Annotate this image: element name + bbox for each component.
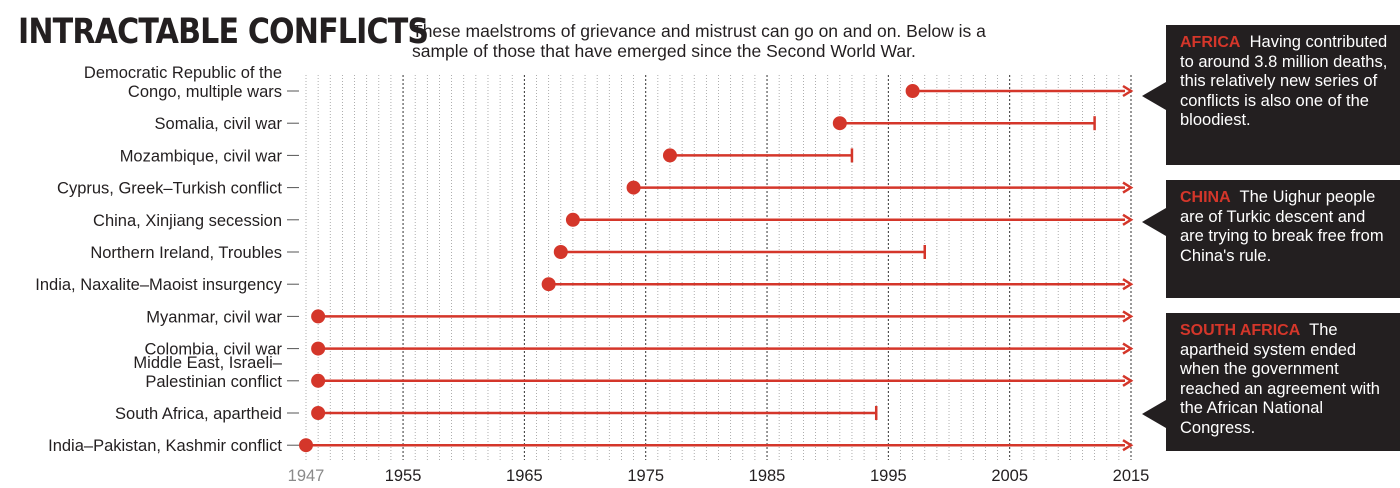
callout-south-africa-text: The apartheid system ended when the gove… — [1180, 321, 1380, 437]
x-tick-label: 1955 — [385, 467, 422, 485]
callout-africa-pointer — [1142, 82, 1166, 110]
callout-china: CHINA The Uighur people are of Turkic de… — [1166, 180, 1400, 298]
start-marker — [553, 245, 571, 259]
ongoing-arrow — [1122, 213, 1134, 226]
start-marker — [311, 309, 329, 324]
start-marker — [311, 341, 329, 356]
series-label: Middle East, Israeli– — [133, 354, 282, 372]
callout-south-africa-pointer — [1142, 400, 1166, 428]
callout-africa-text: Having contributed to around 3.8 million… — [1180, 33, 1388, 129]
x-tick-label: 2005 — [991, 467, 1028, 485]
series-label: Northern Ireland, Troubles — [90, 244, 282, 262]
x-tick-label: 2015 — [1113, 467, 1150, 485]
start-marker — [905, 84, 923, 99]
ongoing-arrow — [1122, 439, 1134, 452]
series-label: Democratic Republic of the — [84, 64, 282, 82]
x-tick-label: 1985 — [749, 467, 786, 485]
callout-south-africa-title: SOUTH AFRICA — [1180, 322, 1301, 339]
callout-south-africa: SOUTH AFRICA The apartheid system ended … — [1166, 313, 1400, 451]
ongoing-arrow — [1122, 374, 1134, 387]
start-marker — [565, 212, 583, 227]
callout-china-title: CHINA — [1180, 189, 1231, 206]
series-label: Palestinian conflict — [145, 373, 282, 391]
series-label: Myanmar, civil war — [146, 308, 282, 326]
start-marker — [832, 116, 850, 131]
callout-china-text: The Uighur people are of Turkic descent … — [1180, 188, 1384, 265]
series-label: Colombia, civil war — [144, 341, 282, 359]
series-label: Congo, multiple wars — [128, 83, 282, 101]
ongoing-arrow — [1122, 278, 1134, 291]
start-marker — [541, 277, 559, 292]
page-subtitle: These maelstroms of grievance and mistru… — [412, 21, 986, 61]
ongoing-arrow — [1122, 84, 1134, 98]
x-tick-label: 1995 — [870, 467, 907, 485]
series-label: Somalia, civil war — [155, 115, 283, 133]
series-label: India–Pakistan, Kashmir conflict — [48, 437, 282, 455]
ongoing-arrow — [1122, 310, 1134, 323]
series-label: Mozambique, civil war — [120, 147, 283, 165]
series-label: Cyprus, Greek–Turkish conflict — [57, 180, 282, 198]
x-tick-label: 1975 — [627, 467, 664, 485]
start-marker — [662, 148, 680, 163]
x-tick-label: 1947 — [288, 467, 325, 485]
callout-africa-title: AFRICA — [1180, 34, 1241, 51]
ongoing-arrow — [1122, 181, 1134, 194]
callout-china-pointer — [1142, 208, 1166, 236]
series-label: China, Xinjiang secession — [93, 212, 282, 230]
x-tick-label: 1965 — [506, 467, 543, 485]
series-label: India, Naxalite–Maoist insurgency — [35, 276, 282, 294]
start-marker — [626, 180, 644, 195]
start-marker — [311, 406, 329, 421]
page-title: INTRACTABLE CONFLICTS — [18, 12, 429, 52]
ongoing-arrow — [1122, 342, 1134, 355]
start-marker — [311, 373, 329, 388]
start-marker — [299, 438, 316, 453]
series-label: South Africa, apartheid — [115, 405, 282, 423]
callout-africa: AFRICA Having contributed to around 3.8 … — [1166, 25, 1400, 165]
